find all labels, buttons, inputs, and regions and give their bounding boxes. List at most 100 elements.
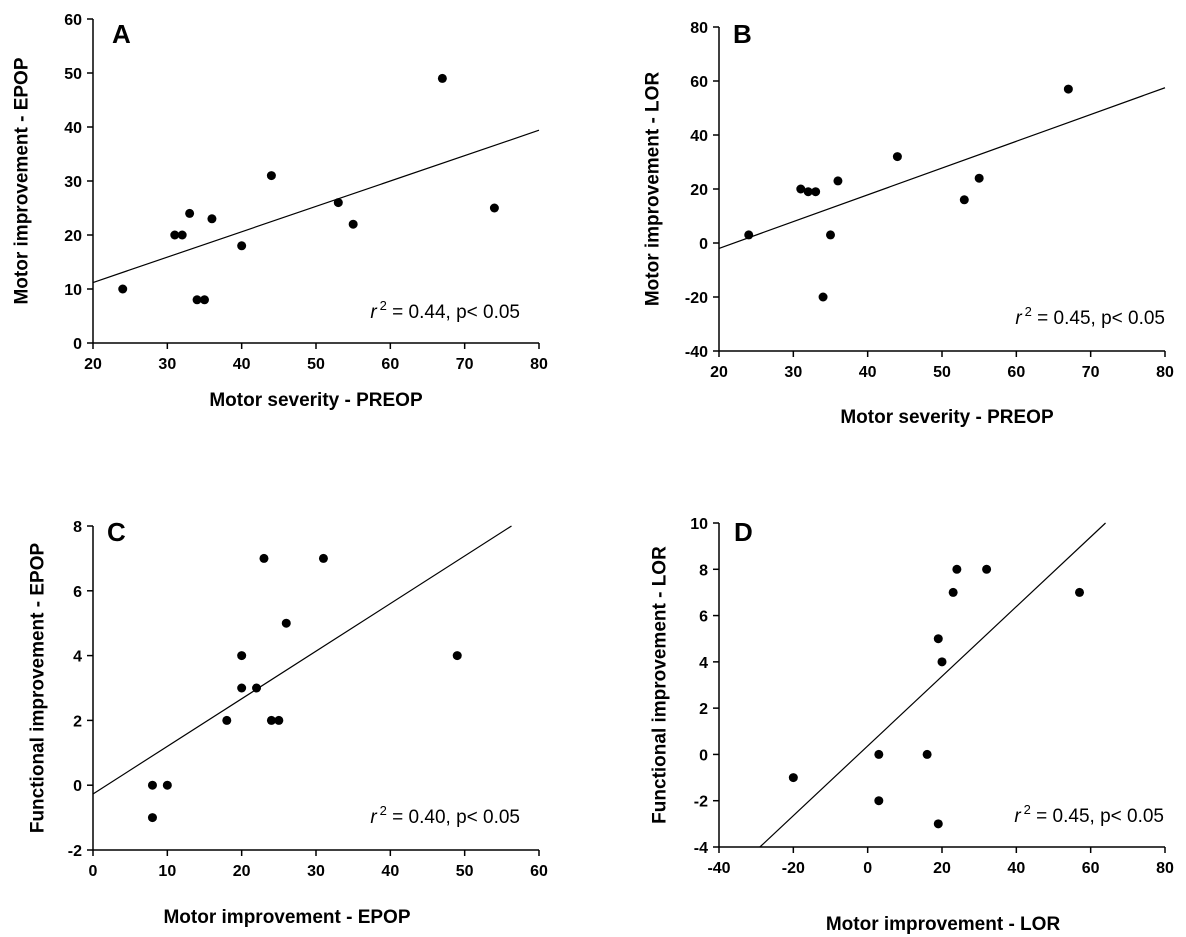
y-tick-label: 20 xyxy=(690,182,708,199)
y-tick-label: 4 xyxy=(699,655,708,672)
data-point xyxy=(922,749,932,759)
y-axis-label: Functional improvement - LOR xyxy=(650,546,671,824)
y-tick-label: 4 xyxy=(73,649,82,666)
data-point xyxy=(177,230,187,240)
data-point xyxy=(796,184,806,194)
data-point xyxy=(222,715,232,725)
y-tick-label: 10 xyxy=(690,516,708,533)
data-point xyxy=(959,195,969,205)
y-tick-label: 80 xyxy=(690,20,708,37)
y-tick-label: 6 xyxy=(73,584,82,601)
y-tick-label: 60 xyxy=(64,12,82,29)
panel-label: C xyxy=(107,517,126,547)
x-tick-label: 80 xyxy=(1156,860,1174,877)
data-point xyxy=(937,657,947,667)
panel-label: A xyxy=(112,19,131,49)
x-tick-label: -20 xyxy=(782,860,805,877)
data-point xyxy=(803,187,813,197)
data-point xyxy=(826,230,835,240)
x-tick-label: 50 xyxy=(933,364,951,381)
data-point xyxy=(333,198,343,208)
x-tick-label: 30 xyxy=(307,863,325,880)
stat-symbol: r xyxy=(1015,308,1022,329)
stat-superscript: 2 xyxy=(380,298,387,313)
x-tick-label: 70 xyxy=(456,356,474,373)
x-axis-label: Motor improvement - LOR xyxy=(826,914,1061,935)
x-tick-label: 60 xyxy=(381,356,399,373)
x-tick-label: 40 xyxy=(1007,860,1025,877)
x-tick-label: 70 xyxy=(1082,364,1100,381)
y-tick-label: -2 xyxy=(68,843,82,860)
data-point xyxy=(237,683,247,693)
y-tick-label: 0 xyxy=(699,236,708,253)
data-point xyxy=(744,230,754,240)
x-tick-label: 60 xyxy=(530,863,548,880)
data-point xyxy=(874,749,884,759)
x-tick-label: 30 xyxy=(784,364,802,381)
y-tick-label: 10 xyxy=(64,282,82,299)
regression-line xyxy=(92,129,540,284)
x-tick-label: 20 xyxy=(710,364,728,381)
data-point xyxy=(207,214,217,224)
data-point xyxy=(118,284,128,294)
stat-superscript: 2 xyxy=(1025,304,1032,319)
data-point xyxy=(811,187,821,197)
data-point xyxy=(933,819,943,829)
data-point xyxy=(348,219,358,229)
stat-superscript: 2 xyxy=(380,803,387,818)
data-point xyxy=(266,715,276,725)
data-point xyxy=(818,292,828,302)
x-axis-label: Motor severity - PREOP xyxy=(209,390,423,411)
y-tick-label: 40 xyxy=(690,128,708,145)
y-tick-label: -40 xyxy=(685,344,708,361)
regression-line xyxy=(759,522,1106,848)
data-point xyxy=(252,683,262,693)
x-tick-label: 40 xyxy=(859,364,877,381)
panel-b: 20 30 40 50 60 70 80 -40 -20 0 20 40 60 80 Br 2 = 0.45,… xyxy=(643,19,1175,428)
x-tick-label: 40 xyxy=(233,356,251,373)
stat-value: = 0.45, p< 0.05 xyxy=(1031,806,1164,827)
x-axis-label: Motor improvement - EPOP xyxy=(163,907,410,928)
data-point xyxy=(948,587,958,597)
x-tick-label: 20 xyxy=(933,860,951,877)
panel-a: 20 30 40 50 60 70 80 0 10 20 30 40 50 60 Ar 2 = 0.44, p… xyxy=(12,12,549,411)
x-tick-label: 80 xyxy=(1156,364,1174,381)
stat-value: = 0.40, p< 0.05 xyxy=(387,807,520,828)
data-point xyxy=(274,715,284,725)
stat-superscript: 2 xyxy=(1024,802,1031,817)
data-point xyxy=(185,208,195,218)
panel-label: D xyxy=(734,517,753,547)
x-tick-label: 40 xyxy=(381,863,399,880)
data-point xyxy=(147,813,157,823)
data-point xyxy=(833,176,843,186)
x-tick-label: 80 xyxy=(530,356,548,373)
x-tick-label: 0 xyxy=(89,863,98,880)
data-point xyxy=(1063,84,1073,94)
data-point xyxy=(237,651,247,661)
x-tick-label: -40 xyxy=(707,860,730,877)
y-tick-label: 8 xyxy=(699,562,708,579)
regression-line xyxy=(92,525,512,795)
data-point xyxy=(788,773,798,783)
y-tick-label: 40 xyxy=(64,120,82,137)
y-tick-label: 2 xyxy=(73,713,82,730)
data-point xyxy=(192,295,202,305)
x-tick-label: 50 xyxy=(307,356,325,373)
data-point xyxy=(1075,587,1085,597)
data-point xyxy=(318,553,328,563)
x-tick-label: 60 xyxy=(1082,860,1100,877)
stat-value: = 0.45, p< 0.05 xyxy=(1032,308,1165,329)
data-point xyxy=(874,796,884,806)
y-tick-label: 0 xyxy=(73,336,82,353)
y-tick-label: 2 xyxy=(699,701,708,718)
data-point xyxy=(170,230,180,240)
x-tick-label: 10 xyxy=(158,863,176,880)
y-tick-label: 30 xyxy=(64,174,82,191)
data-point xyxy=(982,564,992,574)
